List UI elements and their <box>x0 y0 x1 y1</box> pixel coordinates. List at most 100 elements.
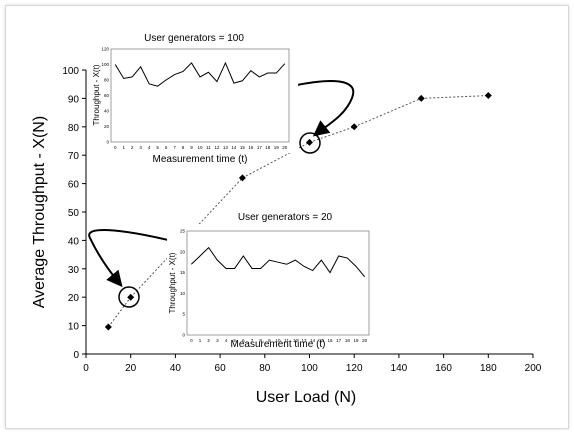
main-y-tick-label: 100 <box>62 66 79 77</box>
inset-x-tick-label: 15 <box>240 145 246 150</box>
inset-y-tick-label: 10 <box>180 291 186 296</box>
main-y-tick-label: 50 <box>68 208 80 219</box>
main-y-ticks: 0 10 20 30 40 50 60 70 80 90 100 <box>62 66 86 361</box>
inset-x-tick-label: 16 <box>248 145 254 150</box>
inset-plot-area-20 <box>186 230 370 336</box>
inset-y-tick-label: 100 <box>101 62 109 67</box>
inset-x-tick-label: 0 <box>114 145 117 150</box>
inset-x-tick-label: 5 <box>233 338 236 343</box>
inset-y-tick-label: 40 <box>104 109 110 114</box>
inset-x-tick-label: 4 <box>148 145 151 150</box>
main-data-point <box>484 92 492 100</box>
inset-background-100 <box>90 43 298 153</box>
inset-background-20 <box>167 224 379 348</box>
inset-plot-area-100 <box>110 48 290 143</box>
main-x-tick-label: 60 <box>215 363 227 374</box>
inset-x-tick-label: 14 <box>310 338 316 343</box>
inset-y-tick-label: 60 <box>104 93 110 98</box>
main-y-tick-label: 10 <box>68 322 80 333</box>
inset-title-100: User generators = 100 <box>144 33 244 44</box>
main-x-tick-label: 140 <box>391 363 408 374</box>
inset-x-tick-label: 6 <box>242 338 245 343</box>
main-data-point <box>417 94 425 102</box>
inset-y-tick-label: 25 <box>180 229 186 234</box>
inset-x-tick-label: 3 <box>139 145 142 150</box>
inset-x-tick-label: 8 <box>182 145 185 150</box>
inset-y-ticks-20: 0 5 10 15 20 25 <box>180 229 186 338</box>
inset-x-tick-label: 2 <box>131 145 134 150</box>
main-y-axis-label: Average Throughput - X(N) <box>31 116 48 308</box>
main-data-point <box>306 138 313 146</box>
inset-x-tick-label: 18 <box>265 145 271 150</box>
inset-y-ticks-100: 0 20 40 60 80 100 120 <box>101 47 109 145</box>
inset-x-tick-label: 13 <box>301 338 307 343</box>
inset-x-tick-label: 5 <box>156 145 159 150</box>
inset-x-tick-label: 20 <box>282 145 288 150</box>
inset-x-tick-label: 13 <box>223 145 229 150</box>
inset-series-line-20 <box>190 246 366 278</box>
inset-y-tick-label: 0 <box>182 333 185 338</box>
inset-x-tick-label: 8 <box>259 338 262 343</box>
inset-x-tick-label: 17 <box>336 338 342 343</box>
main-dotted-segment <box>421 95 489 99</box>
inset-x-tick-label: 20 <box>362 338 368 343</box>
main-x-tick-label: 20 <box>125 363 137 374</box>
inset-x-tick-label: 11 <box>206 145 211 150</box>
inset-x-tick-label: 1 <box>199 338 202 343</box>
main-x-tick-label: 200 <box>525 363 542 374</box>
inset-title-20: User generators = 20 <box>238 212 333 223</box>
main-x-tick-label: 40 <box>170 363 182 374</box>
inset-y-tick-label: 0 <box>106 140 109 145</box>
inset-y-tick-label: 20 <box>104 124 110 129</box>
inset-x-tick-label: 1 <box>122 145 125 150</box>
inset-y-tick-label: 15 <box>180 270 186 275</box>
inset-x-tick-label: 15 <box>319 338 325 343</box>
inset-x-tick-label: 7 <box>173 145 176 150</box>
inset-y-tick-label: 80 <box>104 78 110 83</box>
main-data-point <box>238 174 246 182</box>
inset-y-label-20: Throughput - X(t) <box>168 252 177 313</box>
main-x-tick-label: 100 <box>301 363 318 374</box>
inset-x-label-20: Measurement time (t) <box>230 339 325 350</box>
arrow-to-100 <box>291 80 355 137</box>
inset-x-tick-label: 10 <box>275 338 281 343</box>
inset-x-tick-label: 17 <box>257 145 263 150</box>
inset-x-tick-label: 10 <box>197 145 203 150</box>
inset-x-tick-label: 16 <box>327 338 333 343</box>
main-x-axis-label: User Load (N) <box>256 389 356 406</box>
inset-x-ticks-100: 0 1 2 3 4 5 6 7 8 9 10 11 12 13 14 15 16 17 18 19 20 <box>114 145 288 150</box>
main-y-tick-label: 20 <box>68 293 80 304</box>
highlight-circle-100 <box>299 132 321 154</box>
main-dotted-segment <box>354 97 422 128</box>
inset-x-label-100: Measurement time (t) <box>152 154 247 165</box>
main-x-tick-label: 80 <box>259 363 271 374</box>
main-data-point <box>127 293 135 301</box>
inset-y-tick-label: 20 <box>180 249 186 254</box>
inset-x-tick-label: 6 <box>165 145 168 150</box>
inset-x-tick-label: 19 <box>274 145 280 150</box>
inset-x-tick-label: 11 <box>284 338 289 343</box>
main-y-tick-label: 40 <box>68 236 80 247</box>
inset-y-tick-label: 120 <box>101 47 109 52</box>
main-x-tick-label: 120 <box>346 363 363 374</box>
inset-chart-20: User generators = 20 0 1 2 3 4 5 6 7 8 9 10 11 12 13 1… <box>167 212 379 350</box>
inset-x-tick-label: 7 <box>251 338 254 343</box>
highlight-circle-20 <box>118 286 140 308</box>
inset-x-tick-label: 2 <box>207 338 210 343</box>
inset-chart-100: User generators = 100 0 1 2 3 4 5 6 7 8 9 10 11 12 13… <box>90 33 298 165</box>
main-y-tick-label: 90 <box>68 94 80 105</box>
inset-x-tick-label: 19 <box>353 338 359 343</box>
inset-y-label-100: Throughput - X(t) <box>92 64 101 125</box>
main-plot: 0 20 40 60 80 100 120 140 160 180 200 010203040506… <box>31 66 542 406</box>
inset-x-tick-label: 3 <box>216 338 219 343</box>
main-x-tick-label: 160 <box>435 363 452 374</box>
main-y-tick-label: 0 <box>73 350 79 361</box>
inset-x-tick-label: 4 <box>225 338 228 343</box>
main-x-tick-label: 180 <box>480 363 497 374</box>
main-y-tick-label: 70 <box>68 151 80 162</box>
main-x-tick-label: 0 <box>83 363 89 374</box>
main-y-tick-label: 60 <box>68 180 80 191</box>
inset-series-line-100 <box>114 61 286 87</box>
inset-x-tick-label: 12 <box>293 338 299 343</box>
